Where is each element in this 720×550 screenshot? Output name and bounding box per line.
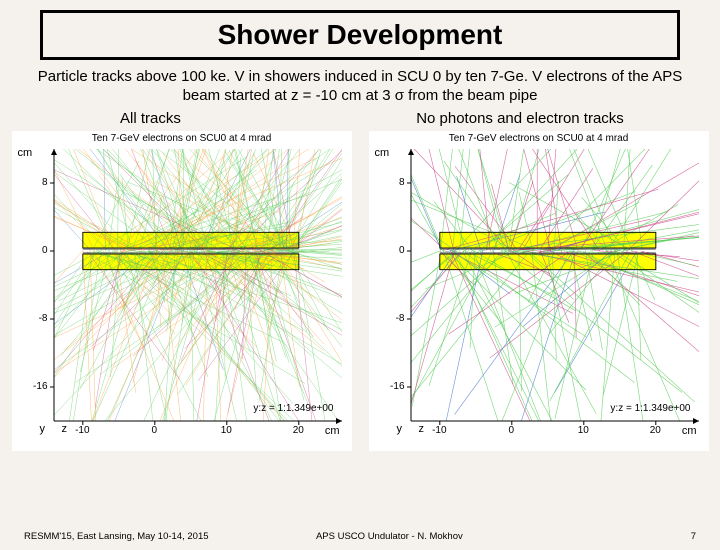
x-tick-label: 20 xyxy=(645,425,665,436)
x-axis-unit: cm xyxy=(325,425,340,437)
y-tick-label: 0 xyxy=(383,245,405,256)
footer: RESMM'15, East Lansing, May 10-14, 2015 … xyxy=(0,531,720,542)
y-tick-label: -8 xyxy=(383,313,405,324)
y-tick-label: 8 xyxy=(26,177,48,188)
y-tick-label: 0 xyxy=(26,245,48,256)
y-axis-name: y xyxy=(40,423,46,435)
y-tick-label: -16 xyxy=(26,381,48,392)
plot-title: Ten 7-GeV electrons on SCU0 at 4 mrad xyxy=(449,133,629,144)
y-tick-label: 8 xyxy=(383,177,405,188)
footer-center: APS USCO Undulator - N. Mokhov xyxy=(316,531,463,542)
y-tick-label: -16 xyxy=(383,381,405,392)
x-tick-label: 20 xyxy=(288,425,308,436)
plot-title: Ten 7-GeV electrons on SCU0 at 4 mrad xyxy=(92,133,272,144)
plot-no-photons-electrons: Ten 7-GeV electrons on SCU0 at 4 mrad cm 8… xyxy=(369,131,709,451)
title-box: Shower Development xyxy=(40,10,680,60)
footer-left: RESMM'15, East Lansing, May 10-14, 2015 xyxy=(24,531,209,542)
x-tick-label: -10 xyxy=(429,425,449,436)
plot-equation: y:z = 1:1.349e+00 xyxy=(610,403,690,414)
plot-all-tracks: Ten 7-GeV electrons on SCU0 at 4 mrad cm 8… xyxy=(12,131,352,451)
footer-page-number: 7 xyxy=(691,531,696,542)
x-tick-label: 10 xyxy=(216,425,236,436)
y-axis-name: y xyxy=(397,423,403,435)
description-text: Particle tracks above 100 ke. V in showe… xyxy=(30,68,690,106)
x-tick-label: 0 xyxy=(144,425,164,436)
captions-row: All tracks No photons and electron track… xyxy=(40,110,680,127)
page-title: Shower Development xyxy=(63,19,657,51)
caption-left: All tracks xyxy=(120,110,181,127)
y-axis-label: cm xyxy=(375,147,390,159)
x-axis-unit: cm xyxy=(682,425,697,437)
y-axis-label: cm xyxy=(18,147,33,159)
caption-right: No photons and electron tracks xyxy=(380,110,660,127)
x-tick-label: -10 xyxy=(72,425,92,436)
z-axis-name: z xyxy=(419,423,425,435)
plots-row: Ten 7-GeV electrons on SCU0 at 4 mrad cm 8… xyxy=(8,131,712,451)
x-tick-label: 10 xyxy=(573,425,593,436)
plot-equation: y:z = 1:1.349e+00 xyxy=(253,403,333,414)
x-tick-label: 0 xyxy=(501,425,521,436)
y-tick-label: -8 xyxy=(26,313,48,324)
z-axis-name: z xyxy=(62,423,68,435)
